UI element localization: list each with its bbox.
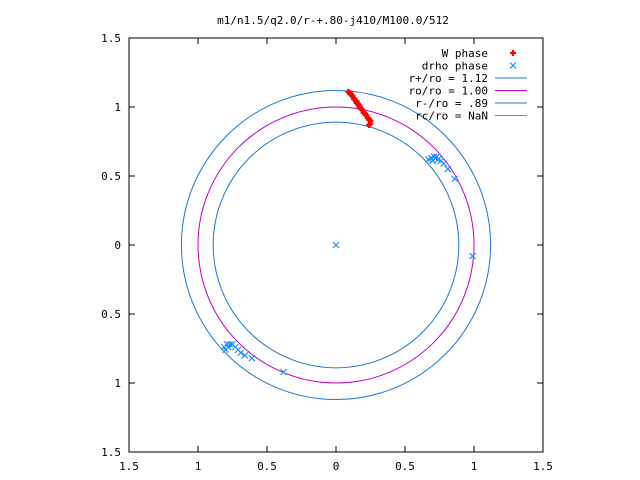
x-tick-label: 1 bbox=[195, 460, 202, 473]
x-tick-label: 0.5 bbox=[257, 460, 277, 473]
y-tick-label: 1 bbox=[114, 377, 121, 390]
y-tick-label: 1 bbox=[114, 101, 121, 114]
series-layer bbox=[180, 88, 492, 401]
drho-phase-point bbox=[248, 354, 256, 362]
legend-label: rc/ro = NaN bbox=[415, 110, 488, 123]
circle-series-3 bbox=[197, 106, 475, 384]
drho-phase-point bbox=[224, 343, 232, 351]
drho-phase-point bbox=[444, 165, 452, 173]
y-tick-label: 0 bbox=[114, 239, 121, 252]
y-tick-label: 1.5 bbox=[101, 446, 121, 459]
points-series-0 bbox=[345, 88, 374, 128]
x-tick-label: 1.5 bbox=[533, 460, 553, 473]
points-series-1 bbox=[220, 153, 477, 376]
drho-phase-point bbox=[280, 368, 287, 376]
w-phase-point bbox=[366, 121, 373, 128]
legend-label: drho phase bbox=[422, 60, 488, 73]
legend-label: r+/ro = 1.12 bbox=[409, 72, 488, 85]
y-tick-label: 0.5 bbox=[101, 170, 121, 183]
x-tick-label: 1.5 bbox=[119, 460, 139, 473]
circle-series-4 bbox=[212, 121, 460, 369]
drho-phase-point bbox=[440, 160, 448, 168]
x-tick-label: 0.5 bbox=[395, 460, 415, 473]
circle-series-2 bbox=[180, 89, 492, 401]
legend-swatch bbox=[509, 62, 517, 69]
axes: 1.5 1 0.5 0 0.5 1 1.51.510.500.511.5 bbox=[101, 32, 553, 473]
drho-phase-point bbox=[451, 175, 459, 183]
y-tick-label: 0.5 bbox=[101, 308, 121, 321]
chart-title: m1/n1.5/q2.0/r-+.80-j410/M100.0/512 bbox=[217, 14, 449, 27]
drho-phase-point bbox=[241, 351, 249, 359]
drho-phase-point bbox=[237, 349, 245, 357]
legend-label: W phase bbox=[442, 47, 488, 60]
legend-swatch bbox=[510, 50, 516, 56]
drho-phase-point bbox=[469, 252, 477, 260]
y-tick-label: 1.5 bbox=[101, 32, 121, 45]
legend-label: ro/ro = 1.00 bbox=[409, 85, 488, 98]
drho-phase-point bbox=[332, 241, 340, 249]
legend-label: r-/ro = .89 bbox=[415, 97, 488, 110]
x-tick-label: 0 bbox=[333, 460, 340, 473]
x-tick-label: 1 bbox=[471, 460, 478, 473]
